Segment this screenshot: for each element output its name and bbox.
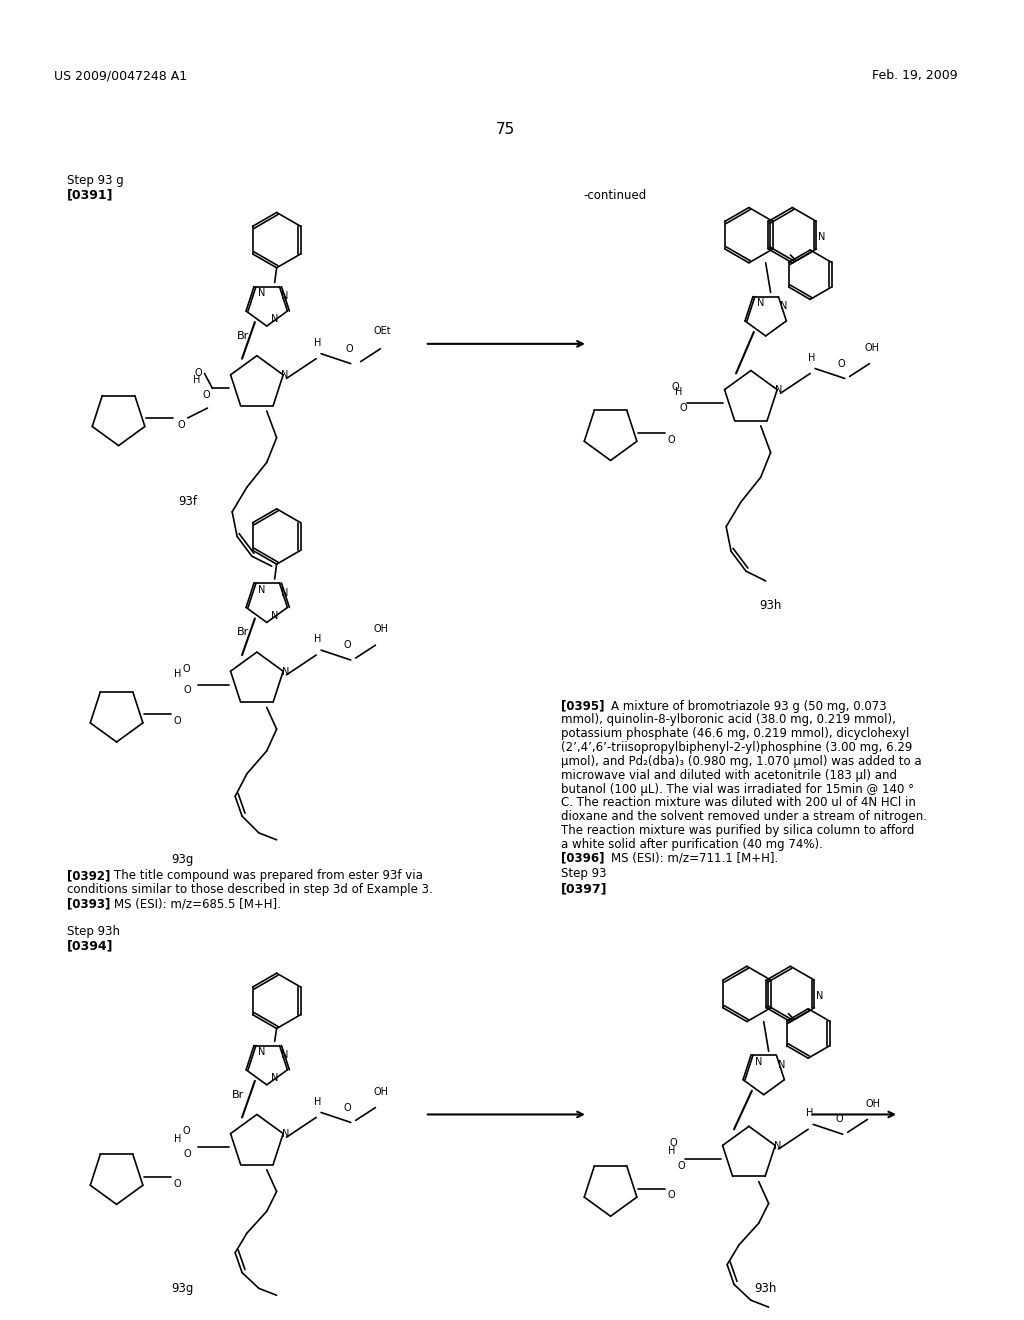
Text: [0392]: [0392] <box>68 870 111 883</box>
Text: Br: Br <box>238 627 250 638</box>
Text: N: N <box>778 1060 785 1071</box>
Text: microwave vial and diluted with acetonitrile (183 μl) and: microwave vial and diluted with acetonit… <box>561 768 897 781</box>
Text: conditions similar to those described in step 3d of Example 3.: conditions similar to those described in… <box>68 883 433 896</box>
Text: O: O <box>203 391 210 400</box>
Text: C. The reaction mixture was diluted with 200 ul of 4N HCl in: C. The reaction mixture was diluted with… <box>561 796 916 809</box>
Text: N: N <box>755 1057 763 1067</box>
Text: H: H <box>174 1134 181 1144</box>
Text: H: H <box>806 1109 813 1118</box>
Text: H: H <box>314 1097 322 1106</box>
Text: N: N <box>281 1051 288 1060</box>
Text: Br: Br <box>238 331 250 341</box>
Text: N: N <box>271 1073 279 1082</box>
Text: O: O <box>668 1191 676 1200</box>
Text: potassium phosphate (46.6 mg, 0.219 mmol), dicyclohexyl: potassium phosphate (46.6 mg, 0.219 mmol… <box>561 727 909 741</box>
Text: N: N <box>282 1129 289 1139</box>
Text: O: O <box>678 1160 685 1171</box>
Text: [0391]: [0391] <box>68 189 114 202</box>
Text: O: O <box>182 664 190 673</box>
Text: [0397]: [0397] <box>561 882 607 895</box>
Text: H: H <box>808 352 815 363</box>
Text: 93g: 93g <box>172 1283 194 1295</box>
Text: N: N <box>281 371 288 380</box>
Text: (2’,4’,6’-triisopropylbiphenyl-2-yl)phosphine (3.00 mg, 6.29: (2’,4’,6’-triisopropylbiphenyl-2-yl)phos… <box>561 741 912 754</box>
Text: OH: OH <box>374 624 388 635</box>
Text: N: N <box>281 587 288 598</box>
Text: H: H <box>314 634 322 644</box>
Text: MS (ESI): m/z=711.1 [M+H].: MS (ESI): m/z=711.1 [M+H]. <box>610 851 778 865</box>
Text: Step 93: Step 93 <box>561 867 606 880</box>
Text: H: H <box>174 669 181 678</box>
Text: OEt: OEt <box>374 326 391 337</box>
Text: [0394]: [0394] <box>68 940 114 953</box>
Text: N: N <box>775 385 782 395</box>
Text: O: O <box>182 1126 190 1137</box>
Text: O: O <box>838 359 846 368</box>
Text: H: H <box>668 1146 675 1156</box>
Text: 93g: 93g <box>172 853 194 866</box>
Text: O: O <box>836 1114 844 1125</box>
Text: N: N <box>818 232 825 242</box>
Text: Br: Br <box>232 1090 245 1100</box>
Text: [0395]: [0395] <box>561 700 604 713</box>
Text: O: O <box>178 420 185 430</box>
Text: O: O <box>174 1179 181 1188</box>
Text: N: N <box>282 667 289 677</box>
Text: US 2009/0047248 A1: US 2009/0047248 A1 <box>54 69 187 82</box>
Text: O: O <box>344 640 351 651</box>
Text: O: O <box>183 1148 191 1159</box>
Text: N: N <box>271 314 279 325</box>
Text: O: O <box>668 434 676 445</box>
Text: N: N <box>779 301 787 312</box>
Text: N: N <box>271 611 279 620</box>
Text: Step 93 g: Step 93 g <box>68 174 124 187</box>
Text: H: H <box>675 387 682 397</box>
Text: MS (ESI): m/z=685.5 [M+H].: MS (ESI): m/z=685.5 [M+H]. <box>114 898 281 909</box>
Text: O: O <box>672 383 680 392</box>
Text: Feb. 19, 2009: Feb. 19, 2009 <box>871 69 957 82</box>
Text: 75: 75 <box>497 121 515 136</box>
Text: 93f: 93f <box>178 495 198 508</box>
Text: N: N <box>258 585 265 595</box>
Text: O: O <box>195 368 203 379</box>
Text: mmol), quinolin-8-ylboronic acid (38.0 mg, 0.219 mmol),: mmol), quinolin-8-ylboronic acid (38.0 m… <box>561 713 896 726</box>
Text: OH: OH <box>374 1086 388 1097</box>
Text: O: O <box>174 717 181 726</box>
Text: N: N <box>258 289 265 298</box>
Text: O: O <box>670 1138 678 1148</box>
Text: N: N <box>757 298 765 309</box>
Text: The reaction mixture was purified by silica column to afford: The reaction mixture was purified by sil… <box>561 824 914 837</box>
Text: H: H <box>193 375 200 385</box>
Text: butanol (100 μL). The vial was irradiated for 15min @ 140 °: butanol (100 μL). The vial was irradiate… <box>561 783 914 796</box>
Text: μmol), and Pd₂(dba)₃ (0.980 mg, 1.070 μmol) was added to a: μmol), and Pd₂(dba)₃ (0.980 mg, 1.070 μm… <box>561 755 922 768</box>
Text: O: O <box>183 685 191 694</box>
Text: The title compound was prepared from ester 93f via: The title compound was prepared from est… <box>114 870 423 883</box>
Text: O: O <box>346 343 353 354</box>
Text: N: N <box>281 292 288 301</box>
Text: Step 93h: Step 93h <box>68 925 120 937</box>
Text: 93h: 93h <box>760 599 781 611</box>
Text: [0393]: [0393] <box>68 898 111 909</box>
Text: OH: OH <box>864 343 880 352</box>
Text: [0396]: [0396] <box>561 851 604 865</box>
Text: N: N <box>258 1047 265 1057</box>
Text: O: O <box>344 1102 351 1113</box>
Text: dioxane and the solvent removed under a stream of nitrogen.: dioxane and the solvent removed under a … <box>561 810 927 824</box>
Text: 93h: 93h <box>755 1283 777 1295</box>
Text: N: N <box>774 1140 781 1151</box>
Text: -continued: -continued <box>583 189 646 202</box>
Text: N: N <box>816 991 823 1001</box>
Text: H: H <box>314 338 322 348</box>
Text: OH: OH <box>865 1098 881 1109</box>
Text: O: O <box>680 403 687 413</box>
Text: a white solid after purification (40 mg 74%).: a white solid after purification (40 mg … <box>561 838 823 851</box>
Text: A mixture of bromotriazole 93 g (50 mg, 0.073: A mixture of bromotriazole 93 g (50 mg, … <box>610 700 886 713</box>
